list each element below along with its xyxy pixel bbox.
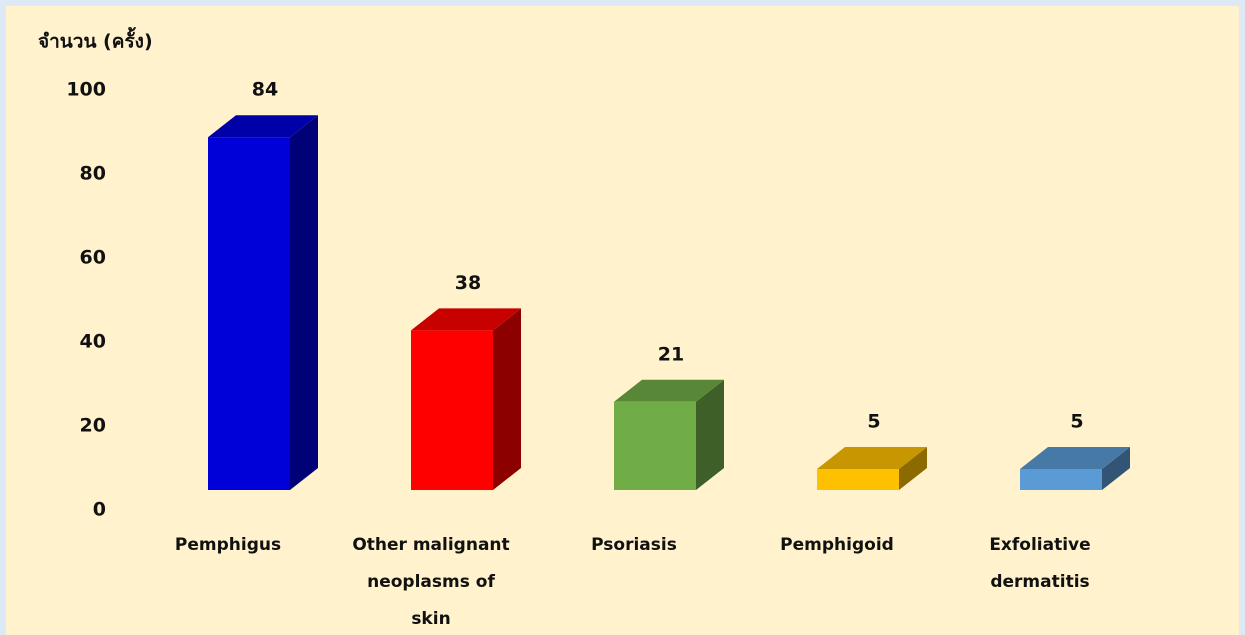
x-tick-label: Pemphigoid bbox=[780, 535, 894, 555]
x-tick-label: Pemphigus bbox=[174, 535, 282, 555]
y-tick-label: 80 bbox=[80, 163, 106, 185]
bar bbox=[614, 401, 696, 490]
bar-side bbox=[899, 447, 927, 490]
x-tick-label: Other malignant neoplasms of skin bbox=[352, 535, 510, 629]
data-label: 5 bbox=[1070, 411, 1083, 433]
bar-top bbox=[411, 308, 521, 331]
data-label: 5 bbox=[867, 411, 880, 433]
y-tick-label: 20 bbox=[80, 415, 106, 437]
x-tick-label: Psoriasis bbox=[591, 535, 677, 555]
bar-side bbox=[493, 308, 521, 490]
bar bbox=[817, 469, 899, 490]
data-label: 84 bbox=[252, 79, 278, 101]
bar-top bbox=[208, 115, 318, 138]
data-label: 38 bbox=[455, 272, 481, 294]
bar bbox=[208, 137, 290, 490]
x-tick-label: Exfoliative dermatitis bbox=[989, 535, 1091, 592]
bar-side bbox=[1102, 447, 1130, 490]
bar bbox=[411, 330, 493, 490]
bar-top bbox=[1020, 447, 1130, 469]
y-tick-label: 40 bbox=[80, 331, 106, 353]
data-label: 21 bbox=[658, 343, 684, 365]
bar-top bbox=[817, 447, 927, 469]
bar bbox=[1020, 469, 1102, 490]
bar-top bbox=[614, 379, 724, 402]
bar-side bbox=[696, 379, 724, 490]
y-tick-label: 0 bbox=[93, 499, 106, 521]
y-axis-label: จำนวน (ครั้ง) bbox=[38, 27, 153, 53]
y-tick-label: 100 bbox=[66, 79, 106, 101]
y-tick-label: 60 bbox=[80, 247, 106, 269]
bar-side bbox=[290, 115, 318, 490]
